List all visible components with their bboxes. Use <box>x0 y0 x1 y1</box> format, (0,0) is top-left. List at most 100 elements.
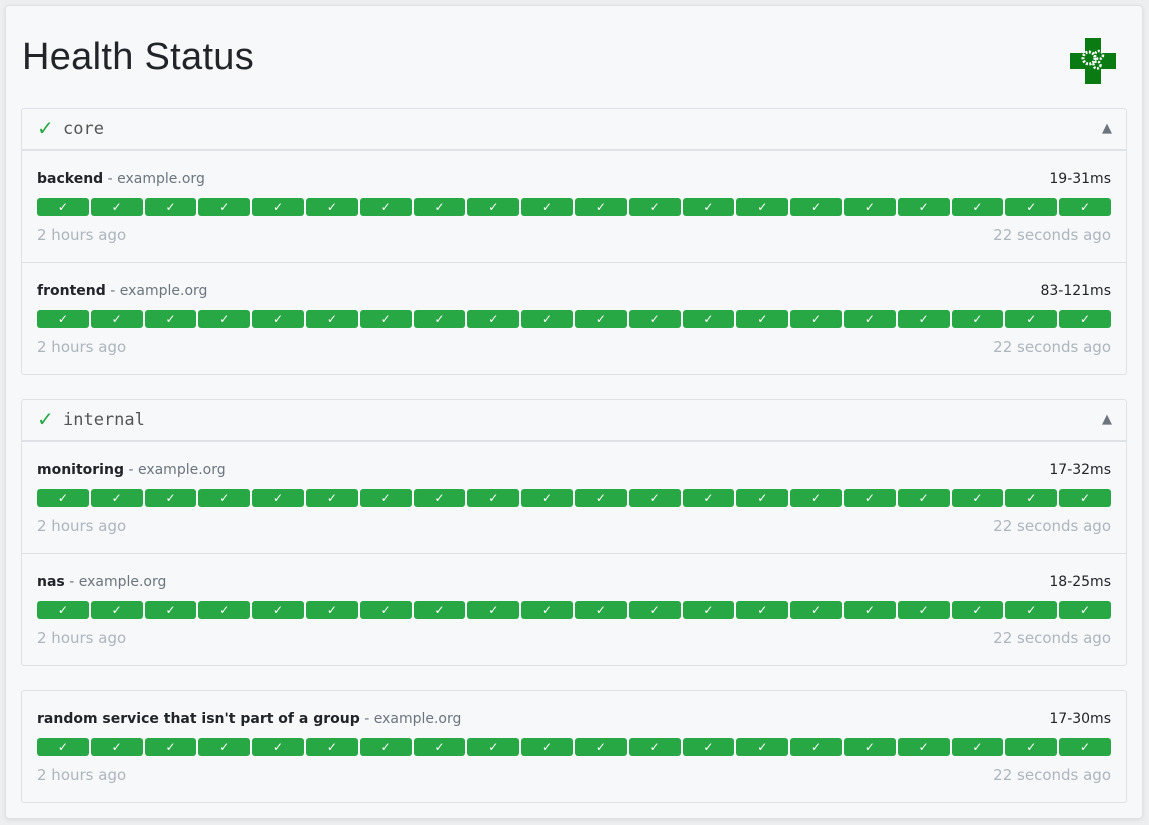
service-title[interactable]: frontend - example.org <box>37 283 207 299</box>
result-bar[interactable]: ✓ <box>467 738 520 756</box>
result-bar[interactable]: ✓ <box>413 310 466 328</box>
result-bar[interactable]: ✓ <box>628 489 681 507</box>
result-bar[interactable]: ✓ <box>790 310 842 328</box>
result-bar[interactable]: ✓ <box>90 489 143 507</box>
result-bar[interactable]: ✓ <box>951 601 1004 619</box>
result-bar[interactable]: ✓ <box>252 738 304 756</box>
result-bar[interactable]: ✓ <box>37 601 89 619</box>
result-bar[interactable]: ✓ <box>1059 310 1111 328</box>
result-bar[interactable]: ✓ <box>144 198 197 216</box>
result-bar[interactable]: ✓ <box>359 738 412 756</box>
result-bar[interactable]: ✓ <box>521 198 573 216</box>
result-bar[interactable]: ✓ <box>252 310 304 328</box>
result-bar[interactable]: ✓ <box>305 198 358 216</box>
result-bar[interactable]: ✓ <box>790 738 842 756</box>
result-bar[interactable]: ✓ <box>951 198 1004 216</box>
result-bar[interactable]: ✓ <box>574 310 627 328</box>
result-bar[interactable]: ✓ <box>843 310 896 328</box>
result-bar[interactable]: ✓ <box>198 198 251 216</box>
result-bar[interactable]: ✓ <box>1005 601 1058 619</box>
result-bar[interactable]: ✓ <box>1059 489 1111 507</box>
result-bar[interactable]: ✓ <box>1059 738 1111 756</box>
result-bar[interactable]: ✓ <box>144 310 197 328</box>
result-bar[interactable]: ✓ <box>897 601 950 619</box>
result-bar[interactable]: ✓ <box>574 489 627 507</box>
result-bar[interactable]: ✓ <box>736 601 789 619</box>
result-bar[interactable]: ✓ <box>1005 489 1058 507</box>
result-bar[interactable]: ✓ <box>467 489 520 507</box>
result-bar[interactable]: ✓ <box>144 489 197 507</box>
result-bar[interactable]: ✓ <box>521 310 573 328</box>
result-bar[interactable]: ✓ <box>305 489 358 507</box>
result-bar[interactable]: ✓ <box>790 489 842 507</box>
result-bar[interactable]: ✓ <box>413 601 466 619</box>
result-bar[interactable]: ✓ <box>252 489 304 507</box>
result-bar[interactable]: ✓ <box>413 198 466 216</box>
collapse-caret-icon[interactable]: ▲ <box>1102 121 1112 136</box>
service-title[interactable]: monitoring - example.org <box>37 462 226 478</box>
result-bar[interactable]: ✓ <box>198 601 251 619</box>
result-bar[interactable]: ✓ <box>37 198 89 216</box>
service-title[interactable]: backend - example.org <box>37 171 205 187</box>
result-bar[interactable]: ✓ <box>305 738 358 756</box>
result-bar[interactable]: ✓ <box>790 601 842 619</box>
result-bar[interactable]: ✓ <box>198 738 251 756</box>
result-bar[interactable]: ✓ <box>1005 738 1058 756</box>
result-bar[interactable]: ✓ <box>198 310 251 328</box>
result-bar[interactable]: ✓ <box>144 738 197 756</box>
result-bar[interactable]: ✓ <box>951 489 1004 507</box>
result-bar[interactable]: ✓ <box>736 738 789 756</box>
result-bar[interactable]: ✓ <box>90 198 143 216</box>
group-header[interactable]: ✓ core ▲ <box>22 109 1126 151</box>
result-bar[interactable]: ✓ <box>37 738 89 756</box>
result-bar[interactable]: ✓ <box>521 738 573 756</box>
group-header[interactable]: ✓ internal ▲ <box>22 400 1126 442</box>
result-bar[interactable]: ✓ <box>682 738 735 756</box>
result-bar[interactable]: ✓ <box>90 738 143 756</box>
result-bar[interactable]: ✓ <box>843 601 896 619</box>
result-bar[interactable]: ✓ <box>305 601 358 619</box>
result-bar[interactable]: ✓ <box>90 601 143 619</box>
result-bar[interactable]: ✓ <box>628 601 681 619</box>
result-bar[interactable]: ✓ <box>897 310 950 328</box>
result-bar[interactable]: ✓ <box>628 198 681 216</box>
result-bar[interactable]: ✓ <box>628 310 681 328</box>
result-bar[interactable]: ✓ <box>843 738 896 756</box>
result-bar[interactable]: ✓ <box>843 489 896 507</box>
result-bar[interactable]: ✓ <box>1005 198 1058 216</box>
result-bar[interactable]: ✓ <box>574 198 627 216</box>
result-bar[interactable]: ✓ <box>413 738 466 756</box>
result-bar[interactable]: ✓ <box>736 489 789 507</box>
result-bar[interactable]: ✓ <box>574 601 627 619</box>
result-bar[interactable]: ✓ <box>359 310 412 328</box>
result-bar[interactable]: ✓ <box>682 198 735 216</box>
result-bar[interactable]: ✓ <box>574 738 627 756</box>
result-bar[interactable]: ✓ <box>359 601 412 619</box>
result-bar[interactable]: ✓ <box>198 489 251 507</box>
result-bar[interactable]: ✓ <box>1059 198 1111 216</box>
result-bar[interactable]: ✓ <box>467 601 520 619</box>
service-title[interactable]: nas - example.org <box>37 574 166 590</box>
result-bar[interactable]: ✓ <box>90 310 143 328</box>
result-bar[interactable]: ✓ <box>951 310 1004 328</box>
result-bar[interactable]: ✓ <box>790 198 842 216</box>
result-bar[interactable]: ✓ <box>144 601 197 619</box>
result-bar[interactable]: ✓ <box>682 601 735 619</box>
result-bar[interactable]: ✓ <box>1005 310 1058 328</box>
result-bar[interactable]: ✓ <box>359 198 412 216</box>
result-bar[interactable]: ✓ <box>252 198 304 216</box>
result-bar[interactable]: ✓ <box>951 738 1004 756</box>
result-bar[interactable]: ✓ <box>305 310 358 328</box>
result-bar[interactable]: ✓ <box>897 198 950 216</box>
result-bar[interactable]: ✓ <box>252 601 304 619</box>
result-bar[interactable]: ✓ <box>682 489 735 507</box>
result-bar[interactable]: ✓ <box>467 310 520 328</box>
result-bar[interactable]: ✓ <box>736 198 789 216</box>
collapse-caret-icon[interactable]: ▲ <box>1102 412 1112 427</box>
result-bar[interactable]: ✓ <box>467 198 520 216</box>
result-bar[interactable]: ✓ <box>682 310 735 328</box>
result-bar[interactable]: ✓ <box>1059 601 1111 619</box>
result-bar[interactable]: ✓ <box>37 310 89 328</box>
result-bar[interactable]: ✓ <box>359 489 412 507</box>
service-title[interactable]: random service that isn't part of a grou… <box>37 711 461 727</box>
